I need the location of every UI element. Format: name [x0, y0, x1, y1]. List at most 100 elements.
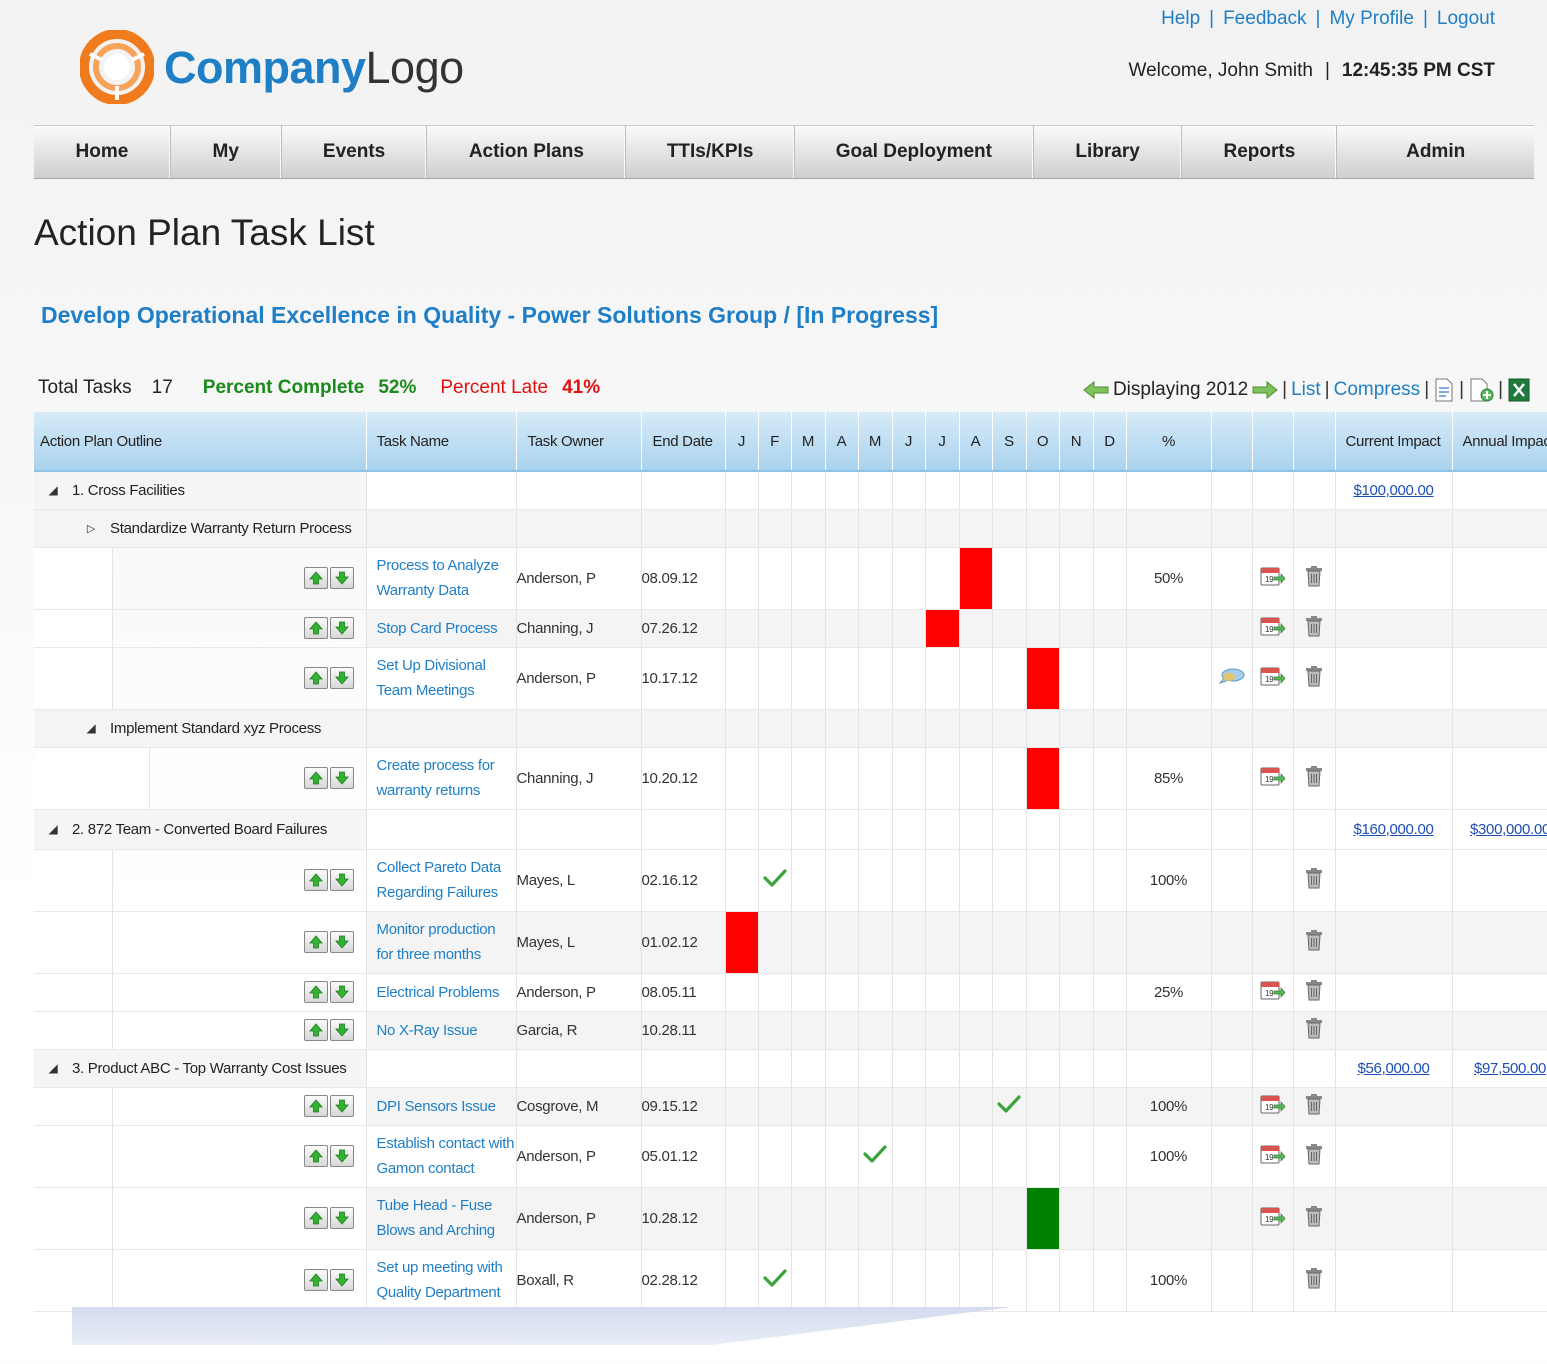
collapse-triangle-icon[interactable]: ◢ — [48, 1061, 58, 1075]
reschedule-calendar-icon[interactable]: 19 — [1260, 1207, 1286, 1231]
current-impact-link[interactable]: $100,000.00 — [1353, 481, 1434, 499]
my-profile-link[interactable]: My Profile — [1329, 8, 1414, 29]
trash-icon[interactable] — [1305, 1268, 1323, 1293]
move-down-arrow-icon[interactable] — [329, 869, 354, 891]
move-up-arrow-icon[interactable] — [303, 1207, 328, 1229]
move-up-arrow-icon[interactable] — [303, 1269, 328, 1291]
trash-icon[interactable] — [1305, 930, 1323, 955]
timeline-bar-late[interactable] — [1026, 747, 1059, 809]
move-down-arrow-icon[interactable] — [329, 931, 354, 953]
trash-icon[interactable] — [1305, 616, 1323, 641]
timeline-bar-late[interactable] — [1026, 647, 1059, 709]
reschedule-calendar-icon[interactable]: 19 — [1260, 667, 1286, 691]
comment-bubble-icon[interactable] — [1218, 668, 1246, 690]
next-year-arrow-icon[interactable] — [1252, 380, 1278, 400]
task-name-link[interactable]: Monitor production for three months — [376, 921, 496, 963]
task-name-link[interactable]: Set Up Divisional Team Meetings — [376, 657, 486, 699]
task-name-link[interactable]: DPI Sensors Issue — [376, 1097, 496, 1115]
reschedule-calendar-icon[interactable]: 19 — [1260, 767, 1286, 791]
trash-icon[interactable] — [1305, 868, 1323, 893]
annual-impact-link[interactable]: $97,500.00 — [1473, 1059, 1547, 1077]
reschedule-calendar-icon[interactable]: 19 — [1260, 617, 1286, 641]
current-impact-link[interactable]: $56,000.00 — [1357, 1059, 1430, 1077]
col-task-name[interactable]: Task Name — [366, 412, 517, 472]
nav-home[interactable]: Home — [34, 126, 171, 178]
task-name-link[interactable]: Create process for warranty returns — [376, 757, 495, 799]
reschedule-calendar-icon[interactable]: 19 — [1260, 1095, 1286, 1119]
move-up-arrow-icon[interactable] — [303, 1145, 328, 1167]
reschedule-calendar-icon[interactable]: 19 — [1260, 981, 1286, 1005]
nav-ttis-kpis[interactable]: TTIs/KPIs — [626, 126, 795, 178]
expand-triangle-icon[interactable]: ▷ — [86, 522, 96, 535]
task-name-link[interactable]: Stop Card Process — [376, 619, 498, 637]
task-name-link[interactable]: Set up meeting with Quality Department — [376, 1259, 503, 1301]
trash-icon[interactable] — [1305, 1094, 1323, 1119]
current-impact-link[interactable]: $160,000.00 — [1353, 820, 1434, 838]
move-down-arrow-icon[interactable] — [329, 667, 354, 689]
move-up-arrow-icon[interactable] — [303, 869, 328, 891]
nav-my[interactable]: My — [171, 126, 282, 178]
task-name-link[interactable]: Electrical Problems — [376, 983, 500, 1001]
timeline-bar-late[interactable] — [725, 911, 758, 973]
collapse-triangle-icon[interactable]: ◢ — [48, 822, 58, 836]
move-down-arrow-icon[interactable] — [329, 1145, 354, 1167]
reschedule-calendar-icon[interactable]: 19 — [1260, 1145, 1286, 1169]
move-up-arrow-icon[interactable] — [303, 617, 328, 639]
col-current-impact[interactable]: Current Impact — [1335, 412, 1453, 472]
move-down-arrow-icon[interactable] — [329, 567, 354, 589]
move-down-arrow-icon[interactable] — [329, 767, 354, 789]
collapse-triangle-icon[interactable]: ◢ — [86, 721, 96, 735]
move-down-arrow-icon[interactable] — [329, 1269, 354, 1291]
nav-goal-deployment[interactable]: Goal Deployment — [795, 126, 1034, 178]
compress-view-link[interactable]: Compress — [1333, 379, 1421, 400]
task-name-link[interactable]: Establish contact with Gamon contact — [376, 1135, 515, 1177]
help-link[interactable]: Help — [1161, 8, 1201, 29]
trash-icon[interactable] — [1305, 1144, 1323, 1169]
trash-icon[interactable] — [1305, 566, 1323, 591]
move-up-arrow-icon[interactable] — [303, 667, 328, 689]
timeline-bar-on_track[interactable] — [1026, 1187, 1059, 1249]
trash-icon[interactable] — [1305, 666, 1323, 691]
company-logo[interactable]: CompanyLogo — [80, 30, 520, 104]
reschedule-calendar-icon[interactable]: 19 — [1260, 567, 1286, 591]
action-plan-title[interactable]: Develop Operational Excellence in Qualit… — [41, 302, 939, 328]
move-up-arrow-icon[interactable] — [303, 767, 328, 789]
timeline-bar-late[interactable] — [925, 609, 959, 647]
move-up-arrow-icon[interactable] — [303, 567, 328, 589]
nav-events[interactable]: Events — [282, 126, 428, 178]
move-down-arrow-icon[interactable] — [329, 1095, 354, 1117]
nav-library[interactable]: Library — [1034, 126, 1183, 178]
task-name-link[interactable]: No X-Ray Issue — [376, 1021, 478, 1039]
col-task-owner[interactable]: Task Owner — [516, 412, 642, 472]
move-down-arrow-icon[interactable] — [329, 1207, 354, 1229]
nav-admin[interactable]: Admin — [1406, 141, 1466, 162]
timeline-bar-late[interactable] — [959, 547, 992, 609]
move-down-arrow-icon[interactable] — [329, 617, 354, 639]
document-export-icon[interactable] — [1433, 378, 1455, 402]
col-percent[interactable]: % — [1126, 412, 1212, 472]
col-end-date[interactable]: End Date — [641, 412, 726, 472]
task-name-link[interactable]: Tube Head - Fuse Blows and Arching — [376, 1197, 496, 1239]
previous-year-arrow-icon[interactable] — [1083, 380, 1109, 400]
trash-icon[interactable] — [1305, 1018, 1323, 1043]
excel-export-icon[interactable] — [1507, 378, 1531, 402]
annual-impact-link[interactable]: $300,000.00 — [1469, 820, 1547, 838]
nav-action-plans[interactable]: Action Plans — [427, 126, 627, 178]
add-document-icon[interactable] — [1468, 378, 1494, 402]
col-outline[interactable]: Action Plan Outline — [34, 412, 367, 472]
trash-icon[interactable] — [1305, 980, 1323, 1005]
trash-icon[interactable] — [1305, 766, 1323, 791]
feedback-link[interactable]: Feedback — [1223, 8, 1307, 29]
move-up-arrow-icon[interactable] — [303, 981, 328, 1003]
col-annual-impact[interactable]: Annual Impact — [1452, 412, 1547, 472]
move-up-arrow-icon[interactable] — [303, 931, 328, 953]
move-down-arrow-icon[interactable] — [329, 981, 354, 1003]
move-down-arrow-icon[interactable] — [329, 1019, 354, 1041]
move-up-arrow-icon[interactable] — [303, 1019, 328, 1041]
move-up-arrow-icon[interactable] — [303, 1095, 328, 1117]
collapse-triangle-icon[interactable]: ◢ — [48, 483, 58, 498]
task-name-link[interactable]: Collect Pareto Data Regarding Failures — [376, 859, 502, 901]
trash-icon[interactable] — [1305, 1206, 1323, 1231]
list-view-link[interactable]: List — [1291, 379, 1321, 400]
logout-link[interactable]: Logout — [1436, 8, 1495, 29]
